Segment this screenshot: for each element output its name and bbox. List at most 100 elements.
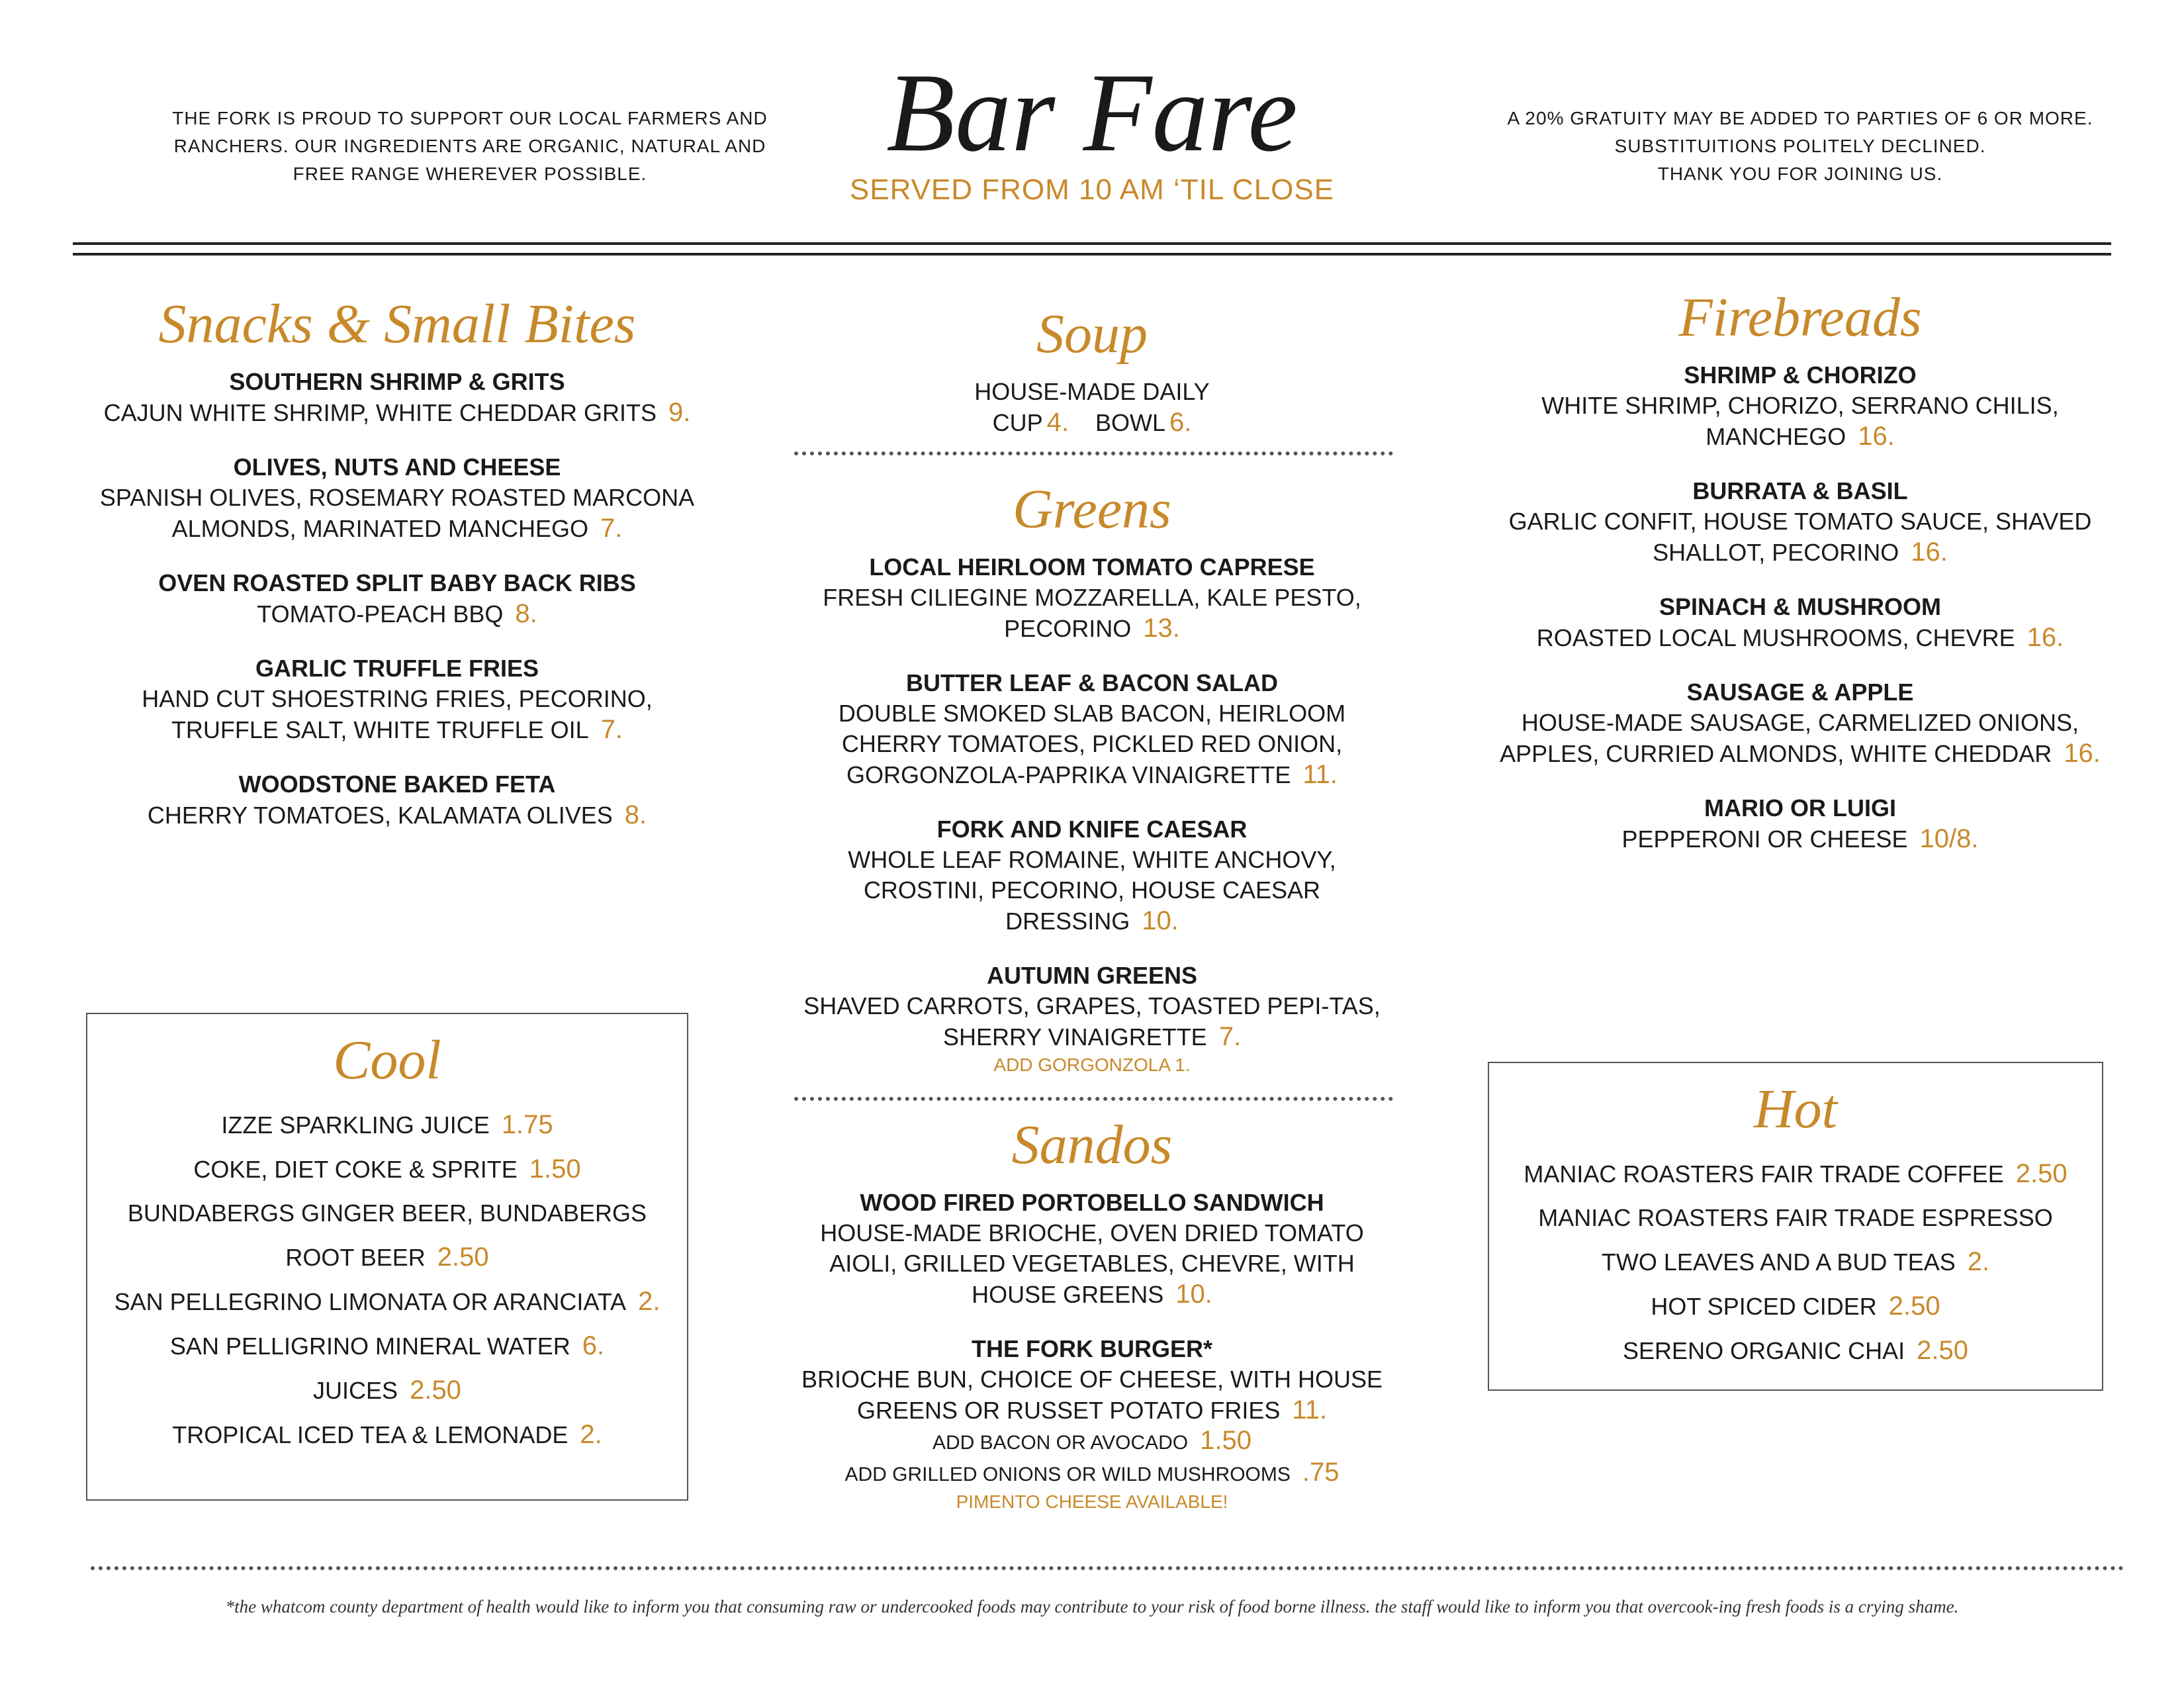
item-name: WOOD FIRED PORTOBELLO SANDWICH bbox=[860, 1189, 1324, 1216]
drink: SAN PELLIGRINO MINERAL WATER 6. bbox=[87, 1324, 687, 1368]
drink: IZZE SPARKLING JUICE 1.75 bbox=[87, 1103, 687, 1147]
note: PIMENTO CHEESE AVAILABLE! bbox=[956, 1491, 1228, 1512]
item-name: BUTTER LEAF & BACON SALAD bbox=[906, 669, 1278, 696]
subtitle: SERVED FROM 10 AM ‘TIL CLOSE bbox=[849, 173, 1335, 206]
drink-name: MANIAC ROASTERS FAIR TRADE COFFEE bbox=[1524, 1160, 2004, 1188]
price: 2. bbox=[580, 1420, 602, 1449]
item-name: FORK AND KNIFE CAESAR bbox=[936, 816, 1248, 843]
price: 8. bbox=[515, 599, 537, 628]
item-name: GARLIC TRUFFLE FRIES bbox=[255, 655, 539, 682]
drink-name: TWO LEAVES AND A BUD TEAS bbox=[1601, 1248, 1956, 1276]
extra: ADD GRILLED ONIONS OR WILD MUSHROOMS .75 bbox=[788, 1458, 1396, 1489]
desc-text: BRIOCHE BUN, CHOICE OF CHEESE, WITH HOUS… bbox=[801, 1366, 1383, 1424]
drink-name: TROPICAL ICED TEA & LEMONADE bbox=[172, 1421, 569, 1448]
item-name: BURRATA & BASIL bbox=[1692, 477, 1908, 504]
price: 16. bbox=[1858, 422, 1895, 451]
extra: ADD BACON OR AVOCADO 1.50 bbox=[788, 1426, 1396, 1458]
menu-item: GARLIC TRUFFLE FRIES HAND CUT SHOESTRING … bbox=[99, 653, 695, 745]
price: 2.50 bbox=[410, 1376, 461, 1405]
item-desc: PEPPERONI OR CHEESE 10/8. bbox=[1496, 823, 2105, 855]
drink-name: SERENO ORGANIC CHAI bbox=[1623, 1337, 1905, 1364]
item-name: SPINACH & MUSHROOM bbox=[1659, 593, 1941, 620]
price: 10. bbox=[1142, 906, 1179, 935]
desc-text: CAJUN WHITE SHRIMP, WHITE CHEDDAR GRITS bbox=[103, 399, 657, 426]
note: ADD GORGONZOLA 1. bbox=[993, 1055, 1191, 1075]
menu-item: HOUSE-MADE DAILY CUP 4. BOWL 6. bbox=[788, 377, 1396, 438]
menu-item: OLIVES, NUTS AND CHEESE SPANISH OLIVES, R… bbox=[99, 452, 695, 544]
price: 10/8. bbox=[1919, 824, 1979, 853]
section-title: Cool bbox=[333, 1029, 441, 1091]
price: 11. bbox=[1302, 760, 1338, 789]
footer-note: *the whatcom county department of health… bbox=[225, 1597, 1959, 1617]
menu-section: Soup HOUSE-MADE DAILY CUP 4. BOWL 6. bbox=[788, 301, 1396, 462]
item-name: SOUTHERN SHRIMP & GRITS bbox=[229, 368, 565, 395]
header-left: THE FORK IS PROUD TO SUPPORT OUR LOCAL F… bbox=[172, 108, 768, 184]
menu-item: BUTTER LEAF & BACON SALAD DOUBLE SMOKED S… bbox=[788, 668, 1396, 790]
price: 1.50 bbox=[529, 1154, 581, 1184]
dotted-separator bbox=[91, 1566, 2124, 1570]
section-title: Firebreads bbox=[1678, 287, 1922, 348]
item-name: SHRIMP & CHORIZO bbox=[1684, 361, 1917, 389]
desc-text: WHITE SHRIMP, CHORIZO, SERRANO CHILIS, M… bbox=[1541, 392, 2059, 450]
desc-text: ROASTED LOCAL MUSHROOMS, CHEVRE bbox=[1536, 624, 2015, 651]
item-desc: ROASTED LOCAL MUSHROOMS, CHEVRE 16. bbox=[1496, 622, 2105, 653]
menu-item: WOOD FIRED PORTOBELLO SANDWICH HOUSE-MADE… bbox=[788, 1188, 1396, 1310]
menu-section: Sandos WOOD FIRED PORTOBELLO SANDWICH HOUS… bbox=[788, 1112, 1396, 1538]
item-desc: WHITE SHRIMP, CHORIZO, SERRANO CHILIS, M… bbox=[1496, 391, 2105, 452]
item-name: LOCAL HEIRLOOM TOMATO CAPRESE bbox=[869, 553, 1315, 581]
section-title: Snacks & Small Bites bbox=[158, 293, 636, 355]
price: 11. bbox=[1292, 1395, 1328, 1425]
item-name: OVEN ROASTED SPLIT BABY BACK RIBS bbox=[158, 569, 636, 596]
menu-item: MARIO OR LUIGI PEPPERONI OR CHEESE 10/8. bbox=[1496, 793, 2105, 855]
item-name: SAUSAGE & APPLE bbox=[1686, 679, 1914, 706]
price: 7. bbox=[600, 514, 623, 543]
drink-name: SAN PELLEGRINO LIMONATA OR ARANCIATA bbox=[114, 1288, 627, 1315]
note-line: A 20% GRATUITY MAY BE ADDED TO PARTIES O… bbox=[1507, 108, 2093, 128]
extra-text: ADD BACON OR AVOCADO bbox=[932, 1432, 1189, 1454]
menu-item: BURRATA & BASIL GARLIC CONFIT, HOUSE TOMA… bbox=[1496, 476, 2105, 568]
drink: BUNDABERGS GINGER BEER, BUNDABERGS ROOT … bbox=[87, 1192, 687, 1280]
menu-item: FORK AND KNIFE CAESAR WHOLE LEAF ROMAINE,… bbox=[788, 814, 1396, 937]
item-desc: WHOLE LEAF ROMAINE, WHITE ANCHOVY, CROST… bbox=[788, 845, 1396, 937]
option-label: CUP bbox=[992, 409, 1043, 436]
item-name: WOODSTONE BAKED FETA bbox=[238, 771, 556, 798]
drink: HOT SPICED CIDER 2.50 bbox=[1489, 1284, 2102, 1329]
price: 2.50 bbox=[1888, 1291, 1940, 1321]
item-desc: CAJUN WHITE SHRIMP, WHITE CHEDDAR GRITS 9… bbox=[99, 397, 695, 428]
note-line: THANK YOU FOR JOINING US. bbox=[1657, 164, 1943, 184]
menu-item: SOUTHERN SHRIMP & GRITS CAJUN WHITE SHRIM… bbox=[99, 367, 695, 428]
price: 2.50 bbox=[1917, 1336, 1968, 1365]
menu-section: Greens LOCAL HEIRLOOM TOMATO CAPRESE FRESH… bbox=[788, 477, 1396, 1102]
desc-text: HOUSE-MADE BRIOCHE, OVEN DRIED TOMATO AI… bbox=[820, 1219, 1364, 1308]
desc-text: WHOLE LEAF ROMAINE, WHITE ANCHOVY, CROST… bbox=[848, 846, 1336, 935]
price: 7. bbox=[1218, 1022, 1242, 1051]
drink-name: SAN PELLIGRINO MINERAL WATER bbox=[169, 1333, 570, 1360]
item-desc: HOUSE-MADE BRIOCHE, OVEN DRIED TOMATO AI… bbox=[788, 1218, 1396, 1310]
desc-text: HOUSE-MADE DAILY bbox=[974, 378, 1210, 405]
drink-name: COKE, DIET COKE & SPRITE bbox=[193, 1156, 518, 1183]
rule bbox=[73, 242, 2111, 245]
item-desc: TOMATO-PEACH BBQ 8. bbox=[99, 598, 695, 630]
item-name: AUTUMN GREENS bbox=[986, 962, 1197, 989]
item-name: OLIVES, NUTS AND CHEESE bbox=[233, 453, 561, 481]
price: 16. bbox=[2026, 623, 2064, 652]
item-desc: FRESH CILIEGINE MOZZARELLA, KALE PESTO, … bbox=[788, 583, 1396, 644]
menu-item: OVEN ROASTED SPLIT BABY BACK RIBS TOMATO-… bbox=[99, 568, 695, 630]
price: 9. bbox=[668, 398, 691, 427]
section-title: Sandos bbox=[1011, 1114, 1173, 1176]
price: 6. bbox=[582, 1331, 605, 1360]
header-right: A 20% GRATUITY MAY BE ADDED TO PARTIES O… bbox=[1502, 105, 2098, 188]
menu-section: Hot MANIAC ROASTERS FAIR TRADE COFFEE 2.50… bbox=[1488, 1062, 2103, 1391]
desc-text: SHAVED CARROTS, GRAPES, TOASTED PEPI-TAS… bbox=[803, 992, 1381, 1051]
desc-text: HAND CUT SHOESTRING FRIES, PECORINO, TRU… bbox=[142, 685, 653, 743]
menu-item: SAUSAGE & APPLE HOUSE-MADE SAUSAGE, CARME… bbox=[1496, 677, 2105, 769]
drink: SAN PELLEGRINO LIMONATA OR ARANCIATA 2. bbox=[87, 1280, 687, 1324]
desc-text: CHERRY TOMATOES, KALAMATA OLIVES bbox=[147, 802, 613, 829]
desc-text: PEPPERONI OR CHEESE bbox=[1621, 825, 1908, 853]
price: 6. bbox=[1169, 408, 1192, 437]
drink: SERENO ORGANIC CHAI 2.50 bbox=[1489, 1329, 2102, 1373]
drink: MANIAC ROASTERS FAIR TRADE COFFEE 2.50 bbox=[1489, 1152, 2102, 1196]
menu-item: LOCAL HEIRLOOM TOMATO CAPRESE FRESH CILIE… bbox=[788, 552, 1396, 644]
drink: TWO LEAVES AND A BUD TEAS 2. bbox=[1489, 1240, 2102, 1284]
